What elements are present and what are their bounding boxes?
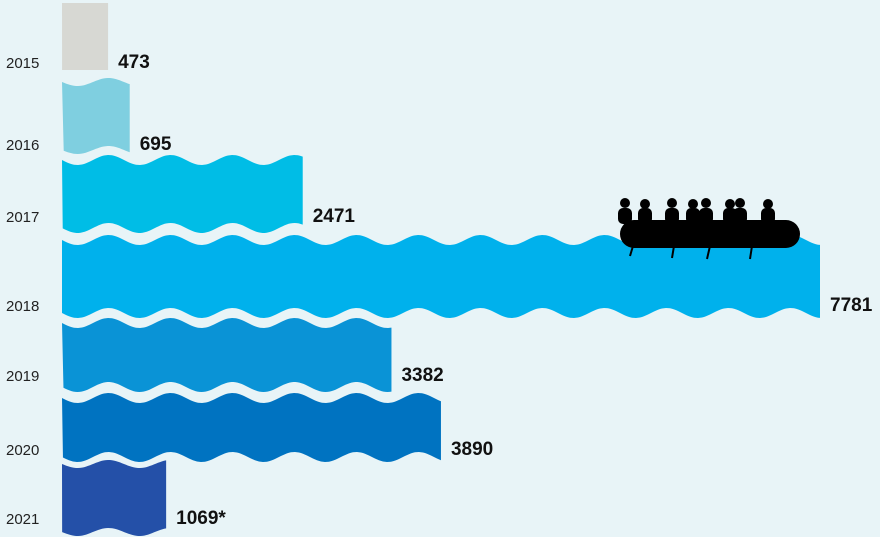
bar-2017 xyxy=(62,155,303,233)
bar-2016 xyxy=(62,78,130,154)
value-label: 473 xyxy=(118,52,150,73)
value-label: 2471 xyxy=(313,206,356,227)
year-label: 2015 xyxy=(6,55,39,72)
value-label: 3890 xyxy=(451,439,493,460)
bar-2019 xyxy=(62,318,392,392)
year-label: 2017 xyxy=(6,209,39,226)
value-label: 7781 xyxy=(830,295,873,316)
year-label: 2016 xyxy=(6,137,39,154)
boat-icon xyxy=(618,198,800,260)
bar-2015 xyxy=(62,3,109,70)
year-label: 2018 xyxy=(6,298,39,315)
value-label: 695 xyxy=(140,134,172,155)
value-label: 3382 xyxy=(401,365,443,386)
year-label: 2021 xyxy=(6,511,39,528)
year-label: 2020 xyxy=(6,442,39,459)
bar-2020 xyxy=(62,393,441,462)
year-label: 2019 xyxy=(6,368,39,385)
value-label: 1069* xyxy=(176,508,226,529)
bar-2021 xyxy=(62,460,167,536)
